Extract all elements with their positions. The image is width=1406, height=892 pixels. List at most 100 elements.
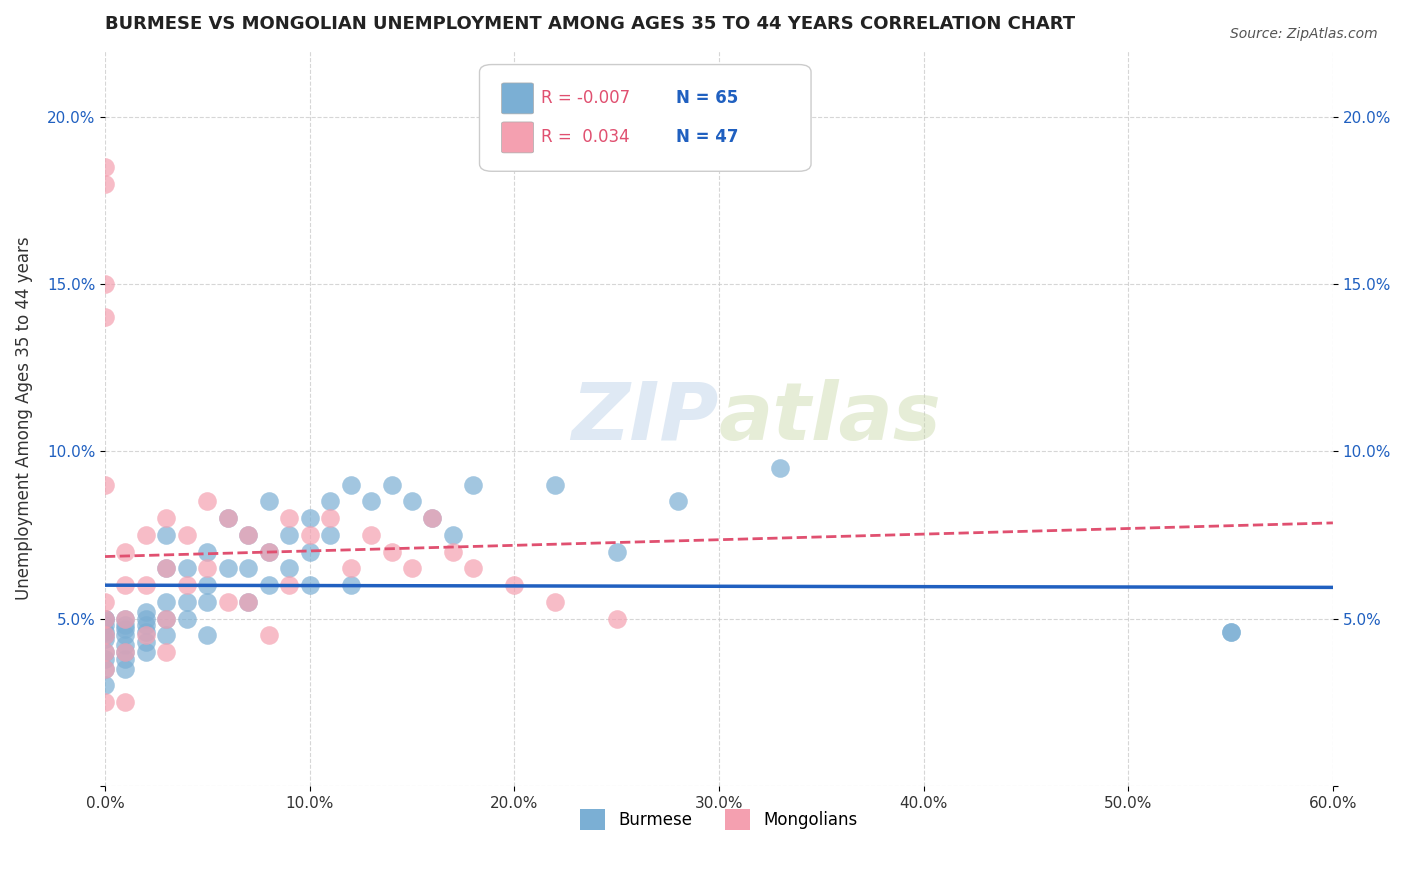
Point [114, 622, 136, 636]
Point [155, 511, 177, 525]
Point [217, 561, 239, 575]
Text: R =  0.034: R = 0.034 [541, 128, 630, 145]
Point [135, 605, 157, 619]
Text: R = -0.007: R = -0.007 [541, 89, 630, 107]
Point [94, 632, 117, 646]
Point [544, 477, 567, 491]
Point [155, 645, 177, 659]
Point [94, 160, 117, 174]
Point [94, 477, 117, 491]
Point [441, 528, 464, 542]
Point [94, 645, 117, 659]
Point [155, 528, 177, 542]
Point [94, 277, 117, 291]
Point [155, 611, 177, 625]
Point [217, 595, 239, 609]
Point [195, 578, 218, 592]
Point [94, 678, 117, 692]
Point [339, 477, 361, 491]
Point [114, 628, 136, 642]
Point [238, 595, 260, 609]
Point [217, 511, 239, 525]
Text: ZIP: ZIP [572, 379, 718, 457]
Point [278, 528, 301, 542]
Point [135, 624, 157, 639]
Point [257, 578, 280, 592]
Point [114, 645, 136, 659]
Point [155, 561, 177, 575]
Text: atlas: atlas [718, 379, 942, 457]
Point [195, 628, 218, 642]
Point [114, 578, 136, 592]
Point [94, 651, 117, 665]
Point [360, 528, 382, 542]
Point [238, 561, 260, 575]
Point [1219, 624, 1241, 639]
Point [155, 561, 177, 575]
Point [401, 561, 423, 575]
Text: BURMESE VS MONGOLIAN UNEMPLOYMENT AMONG AGES 35 TO 44 YEARS CORRELATION CHART: BURMESE VS MONGOLIAN UNEMPLOYMENT AMONG … [105, 15, 1076, 33]
Point [238, 528, 260, 542]
Point [114, 611, 136, 625]
Point [94, 611, 117, 625]
Point [94, 628, 117, 642]
Point [135, 611, 157, 625]
Point [114, 662, 136, 676]
Point [278, 561, 301, 575]
Point [298, 578, 321, 592]
Point [441, 544, 464, 558]
Point [422, 511, 444, 525]
Point [114, 618, 136, 632]
Point [94, 595, 117, 609]
Point [195, 595, 218, 609]
Point [135, 635, 157, 649]
Point [463, 477, 485, 491]
Point [176, 578, 198, 592]
Point [217, 511, 239, 525]
Point [94, 662, 117, 676]
Point [360, 494, 382, 508]
Point [319, 528, 342, 542]
Point [94, 611, 117, 625]
Point [257, 628, 280, 642]
Point [278, 578, 301, 592]
Point [257, 494, 280, 508]
Point [319, 494, 342, 508]
Point [94, 624, 117, 639]
Point [544, 595, 567, 609]
Point [606, 544, 628, 558]
Point [94, 611, 117, 625]
Point [339, 561, 361, 575]
Point [114, 651, 136, 665]
Point [278, 511, 301, 525]
Point [195, 494, 218, 508]
Point [238, 595, 260, 609]
Point [769, 461, 792, 475]
FancyBboxPatch shape [479, 64, 811, 171]
Point [463, 561, 485, 575]
Point [238, 528, 260, 542]
Point [155, 628, 177, 642]
Point [380, 544, 402, 558]
Point [1219, 624, 1241, 639]
Point [503, 578, 526, 592]
Point [135, 578, 157, 592]
Point [298, 511, 321, 525]
Point [94, 695, 117, 709]
Point [380, 477, 402, 491]
Text: Source: ZipAtlas.com: Source: ZipAtlas.com [1230, 27, 1378, 41]
Text: N = 47: N = 47 [676, 128, 738, 145]
Point [114, 638, 136, 652]
Point [195, 561, 218, 575]
Point [94, 628, 117, 642]
Point [257, 544, 280, 558]
Point [114, 645, 136, 659]
Point [176, 595, 198, 609]
Point [135, 645, 157, 659]
Point [155, 595, 177, 609]
Point [114, 611, 136, 625]
Point [114, 544, 136, 558]
Point [135, 628, 157, 642]
Point [94, 310, 117, 325]
Point [176, 611, 198, 625]
